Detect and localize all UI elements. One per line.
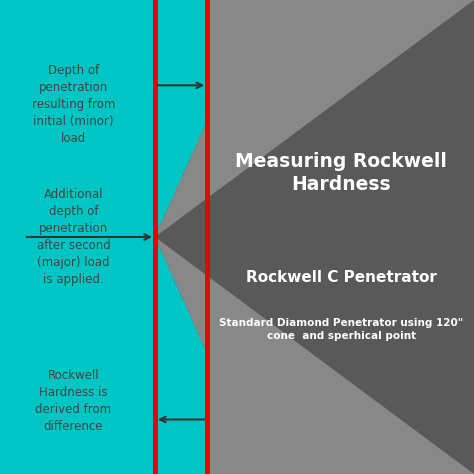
Polygon shape bbox=[155, 0, 474, 237]
Text: Standard Diamond Penetrator using 120"
cone  and sperhical point: Standard Diamond Penetrator using 120" c… bbox=[219, 318, 464, 341]
Text: Measuring Rockwell
Hardness: Measuring Rockwell Hardness bbox=[236, 152, 447, 194]
Text: Additional
depth of
penetration
after second
(major) load
is applied.: Additional depth of penetration after se… bbox=[36, 188, 110, 286]
Text: Rockwell C Penetrator: Rockwell C Penetrator bbox=[246, 270, 437, 285]
Polygon shape bbox=[155, 237, 474, 474]
Text: Rockwell
Hardness is
derived from
difference: Rockwell Hardness is derived from differ… bbox=[36, 368, 111, 433]
Polygon shape bbox=[155, 237, 207, 474]
Bar bbox=[0, 0, 155, 474]
Text: Depth of
penetration
resulting from
initial (minor)
load: Depth of penetration resulting from init… bbox=[32, 64, 115, 145]
Polygon shape bbox=[155, 0, 207, 237]
Polygon shape bbox=[155, 0, 474, 474]
